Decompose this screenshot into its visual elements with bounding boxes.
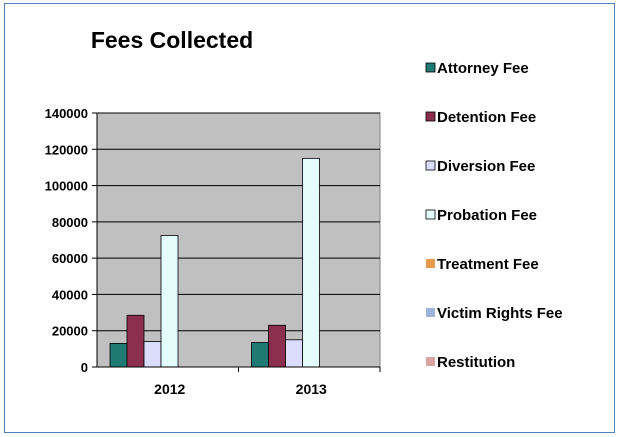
- legend-label-treatment-fee: Treatment Fee: [437, 256, 539, 273]
- bar-attorney-fee-2013: [251, 342, 269, 368]
- bar-detention-fee-2012: [126, 314, 145, 368]
- y-tick-label: 80000: [52, 215, 88, 230]
- legend-swatch-detention-fee: [425, 111, 436, 122]
- gridlines: [97, 112, 380, 332]
- x-tick-label: 2013: [296, 381, 327, 397]
- x-tick-labels: 2012 2013: [154, 381, 327, 397]
- bar-detention-fee-2013: [268, 324, 286, 368]
- legend-label-probation-fee: Probation Fee: [437, 207, 537, 224]
- bar-diversion-fee-2012: [143, 341, 162, 368]
- y-tick-label: 20000: [52, 324, 88, 339]
- legend-swatch-attorney-fee: [425, 62, 436, 73]
- bar-diversion-fee-2013: [285, 339, 303, 368]
- y-tick-label: 120000: [45, 142, 88, 157]
- bar-probation-fee-2013: [302, 157, 320, 368]
- legend: Attorney Fee Detention Fee Diversion Fee Pr…: [425, 60, 563, 371]
- legend-swatch-restitution: [426, 357, 435, 366]
- bars: [109, 157, 320, 368]
- y-tick-label: 60000: [52, 251, 88, 266]
- y-tick-label: 100000: [45, 179, 88, 194]
- legend-label-restitution: Restitution: [437, 354, 515, 371]
- y-tick-label: 0: [81, 360, 88, 375]
- legend-label-diversion-fee: Diversion Fee: [437, 158, 535, 175]
- legend-swatch-victim-rights-fee: [426, 308, 435, 317]
- y-tick-label: 40000: [52, 287, 88, 302]
- x-tick-label: 2012: [154, 381, 185, 397]
- bar-attorney-fee-2012: [109, 343, 128, 368]
- legend-swatch-diversion-fee: [425, 160, 436, 171]
- legend-label-detention-fee: Detention Fee: [437, 109, 536, 126]
- legend-label-victim-rights-fee: Victim Rights Fee: [437, 305, 563, 322]
- legend-label-attorney-fee: Attorney Fee: [437, 60, 529, 77]
- legend-swatch-probation-fee: [425, 209, 436, 220]
- y-tick-label: 140000: [45, 106, 88, 121]
- axes: [92, 112, 381, 372]
- y-tick-labels: 0 20000 40000 60000 80000 100000 120000 140000: [45, 106, 88, 375]
- legend-swatch-treatment-fee: [426, 259, 435, 268]
- bar-probation-fee-2012: [160, 235, 179, 368]
- chart-title: Fees Collected: [91, 27, 253, 53]
